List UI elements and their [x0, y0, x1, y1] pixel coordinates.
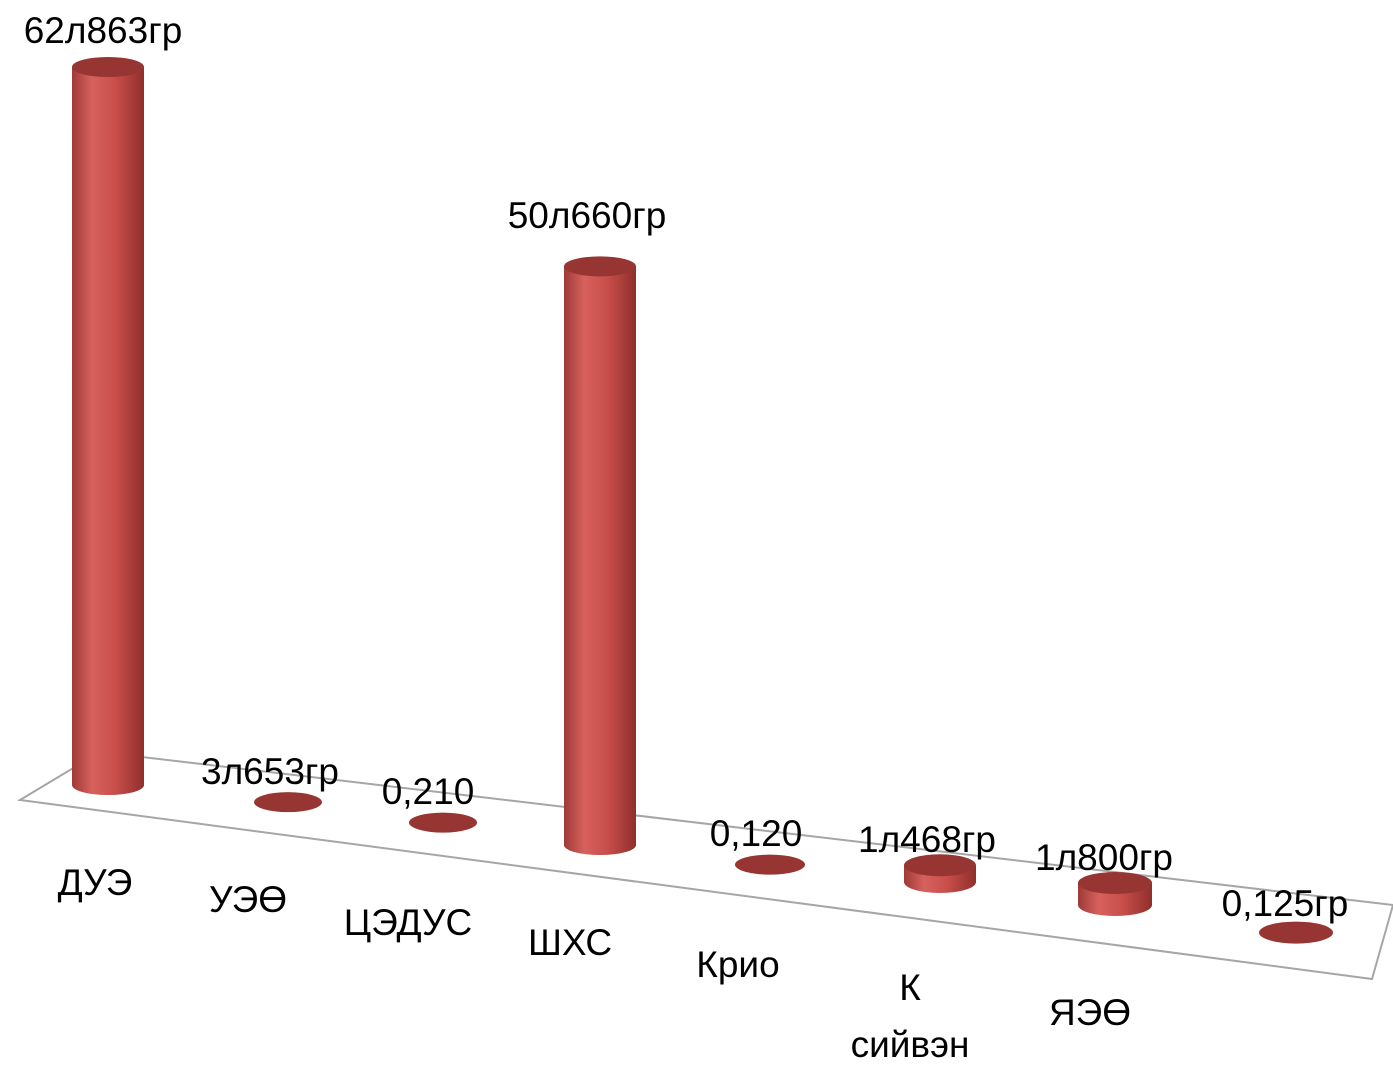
- data-label-2: 3л653гр: [201, 751, 339, 792]
- bar-top: [564, 256, 636, 277]
- data-label-7: 1л800гр: [1035, 837, 1173, 878]
- data-label-4: 50л660гр: [508, 195, 667, 236]
- category-labels-group: ДУЭ УЭӨ ЦЭДУС ШХС Крио К сийвэн ЯЭӨ: [58, 862, 1131, 1065]
- data-label-8: 0,125гр: [1222, 883, 1349, 924]
- bar-5: [735, 854, 805, 875]
- bar-top: [1078, 872, 1152, 894]
- bar-top: [1259, 921, 1333, 944]
- bar-body: [72, 67, 144, 795]
- bar-4: [564, 256, 636, 855]
- bar-top: [735, 854, 805, 875]
- category-label-1: ДУЭ: [58, 862, 133, 903]
- bar-3: [409, 812, 477, 833]
- bar-1: [72, 57, 144, 795]
- bar-body: [564, 266, 636, 855]
- bar-2: [254, 792, 322, 813]
- bar-top: [254, 792, 322, 813]
- bar-top: [904, 854, 976, 877]
- data-label-6: 1л468гр: [858, 819, 996, 860]
- category-label-3: ЦЭДУС: [344, 902, 472, 943]
- bar-8: [1259, 921, 1333, 944]
- data-label-5: 0,120: [710, 813, 803, 854]
- category-label-7: ЯЭӨ: [1049, 992, 1131, 1033]
- data-labels-group: 62л863гр 3л653гр 0,210 50л660гр 0,120 1л468гр…: [24, 10, 1349, 924]
- bar-top: [72, 57, 144, 77]
- bars-group: [72, 57, 1333, 944]
- bar-7: [1078, 872, 1152, 916]
- bar-6: [904, 854, 976, 893]
- category-label-4: ШХС: [528, 922, 612, 963]
- bar-top: [409, 812, 477, 833]
- data-label-3: 0,210: [382, 771, 475, 812]
- data-label-1: 62л863гр: [24, 10, 183, 51]
- category-label-2: УЭӨ: [209, 879, 287, 920]
- category-label-5: Крио: [696, 944, 779, 985]
